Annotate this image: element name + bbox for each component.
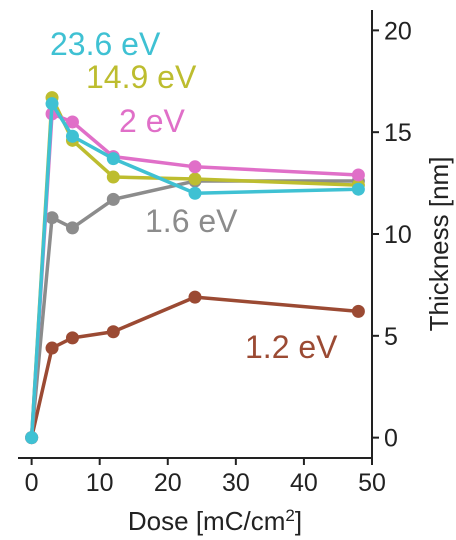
x-tick-label: 20 [154,469,182,497]
x-axis-title: Dose [mC/cm2] [128,506,302,537]
y-tick-label: 10 [384,221,412,249]
x-tick-label: 40 [290,469,318,497]
data-point [65,115,79,129]
series-14-9-ev [25,91,365,445]
data-point [188,186,202,200]
data-point [188,290,202,304]
series-2-ev [25,107,365,445]
data-point [45,211,59,225]
x-tick-label: 0 [25,469,39,497]
series-1-2-ev [25,290,365,445]
series-label: 1.2 eV [245,329,338,365]
series-label: 1.6 eV [145,203,238,239]
data-point [188,160,202,174]
ticks: 0 10 20 30 40 50 0 5 10 15 20 [25,17,412,497]
x-tick-label: 30 [222,469,250,497]
data-point [106,152,120,166]
y-tick-label: 20 [384,17,412,45]
series-line [29,101,359,438]
data-point [45,341,59,355]
data-point [106,325,120,339]
series-line [29,295,359,439]
data-point [188,172,202,186]
data-point [45,97,59,111]
data-point [351,182,365,196]
y-tick-label: 0 [384,425,398,453]
data-point [351,304,365,318]
data-point [25,431,39,445]
series-23-6-ev [25,97,365,445]
y-axis-title: Thickness [nm] [424,157,454,332]
data-point [65,129,79,143]
series-label: 23.6 eV [50,26,161,62]
series-label: 14.9 eV [86,59,197,95]
data-point [65,221,79,235]
data-point [106,170,120,184]
series-line [29,95,359,438]
data-point [106,192,120,206]
y-tick-label: 15 [384,119,412,147]
y-tick-label: 5 [384,323,398,351]
data-point [351,168,365,182]
x-tick-label: 50 [358,469,386,497]
series-label: 2 eV [119,103,185,139]
series [25,91,365,445]
x-tick-label: 10 [86,469,114,497]
data-point [65,331,79,345]
